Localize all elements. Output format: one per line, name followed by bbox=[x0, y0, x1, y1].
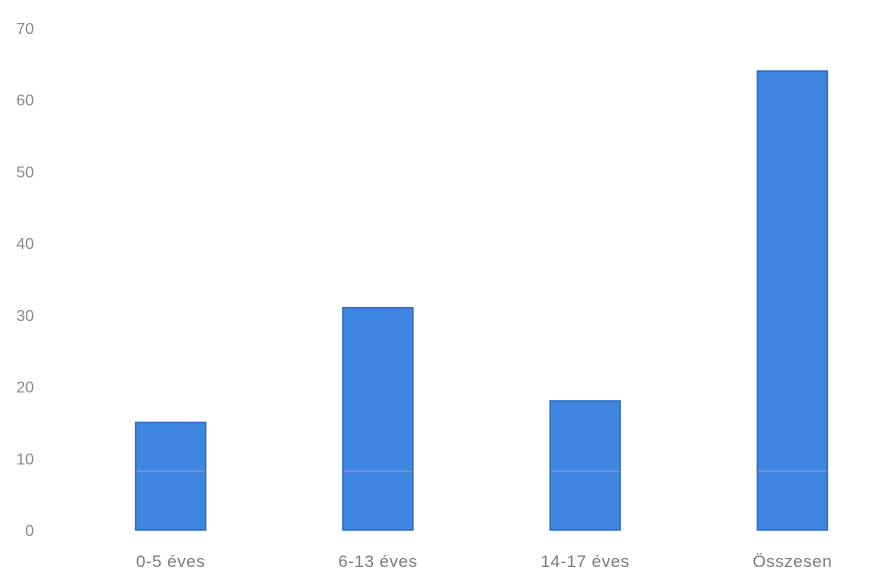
y-tick-label: 0 bbox=[25, 523, 34, 540]
y-axis: 0 10 20 30 40 50 60 70 bbox=[16, 21, 34, 540]
x-tick-label: 14-17 éves bbox=[541, 552, 630, 571]
bars bbox=[134, 70, 829, 531]
y-tick-label: 40 bbox=[16, 236, 34, 253]
x-tick-label: 6-13 éves bbox=[338, 552, 417, 571]
y-tick-label: 10 bbox=[16, 451, 34, 468]
y-tick-label: 30 bbox=[16, 308, 34, 325]
bar bbox=[342, 306, 414, 531]
x-axis: 0-5 éves 6-13 éves 14-17 éves Összesen bbox=[136, 552, 832, 571]
y-tick-label: 70 bbox=[16, 21, 34, 38]
x-tick-label: Összesen bbox=[753, 552, 833, 571]
bar bbox=[549, 400, 621, 531]
bar bbox=[756, 70, 829, 531]
y-tick-label: 50 bbox=[16, 164, 34, 181]
x-tick-label: 0-5 éves bbox=[136, 552, 205, 571]
y-tick-label: 60 bbox=[16, 93, 34, 110]
bar bbox=[134, 421, 207, 531]
y-tick-label: 20 bbox=[16, 380, 34, 397]
